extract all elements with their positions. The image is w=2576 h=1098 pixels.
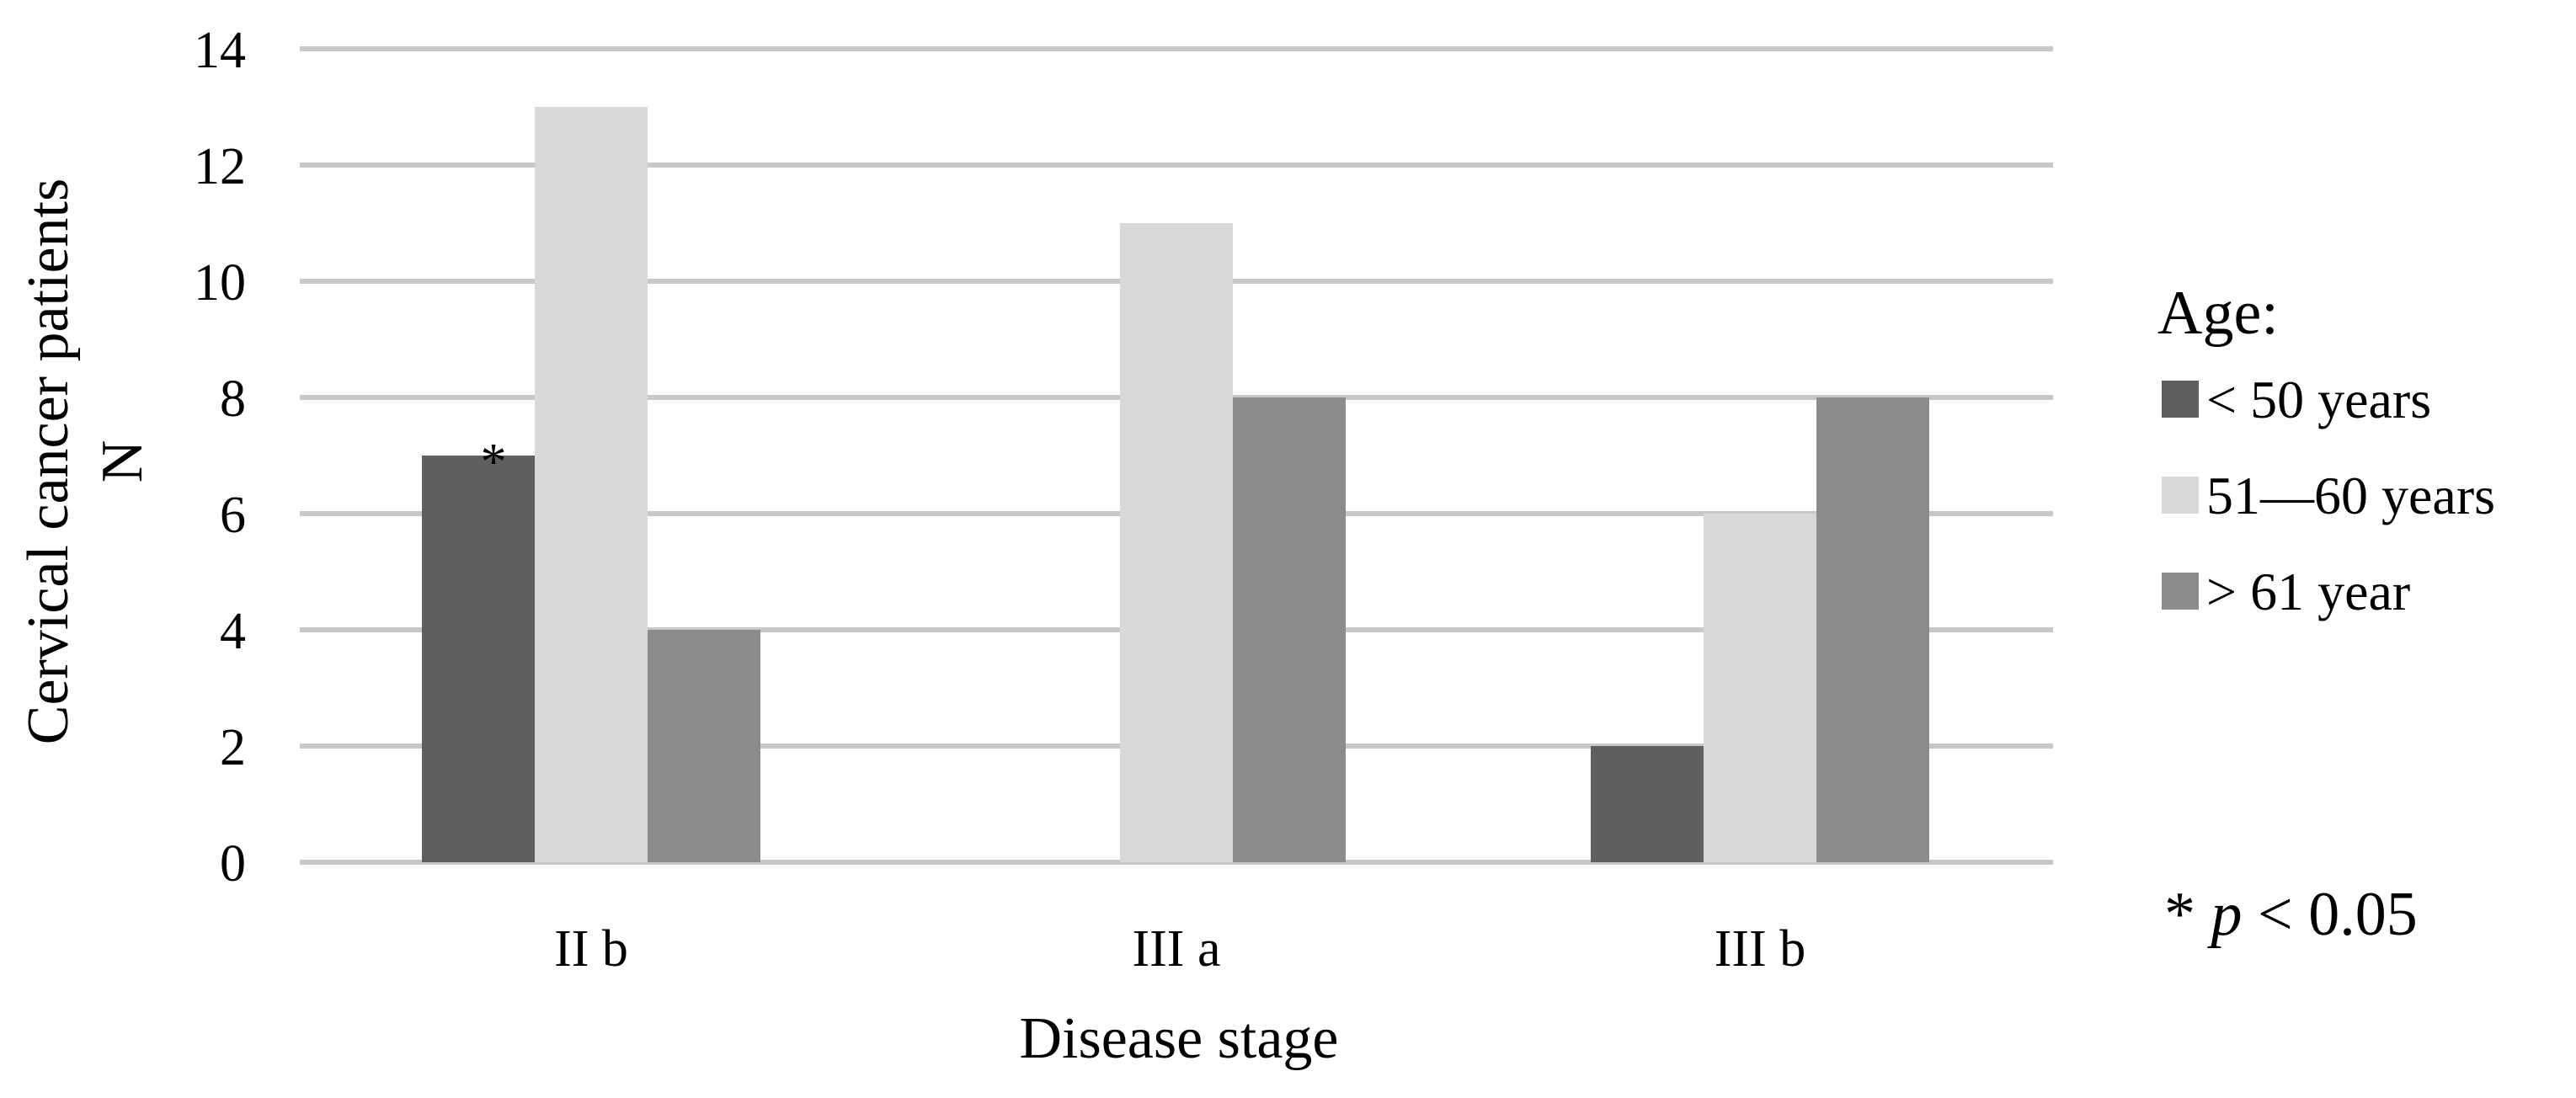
x-tick-label-3: III b [1715, 920, 1805, 978]
note-p-symbol: p [2207, 880, 2243, 949]
significance-note: * p < 0.05 [2164, 880, 2418, 949]
bar-1-series-1 [422, 456, 535, 862]
y-tick-label-4: 4 [220, 603, 246, 660]
bar-3-series-2 [1704, 514, 1816, 862]
y-tick-label-14: 14 [194, 22, 246, 79]
bars [422, 107, 1929, 862]
annotations: * [481, 434, 507, 491]
y-tick-label-2: 2 [220, 719, 246, 776]
y-tick-label-10: 10 [194, 254, 246, 312]
bar-2-series-2 [1120, 223, 1233, 862]
note-threshold: < 0.05 [2243, 880, 2418, 949]
bar-1-series-2 [535, 107, 648, 862]
y-axis-ticks: 0 2 4 6 8 10 12 14 [194, 22, 246, 893]
legend-label-2: 51—60 years [2206, 466, 2495, 525]
x-tick-label-2: III a [1133, 920, 1221, 978]
y-tick-label-8: 8 [220, 370, 246, 428]
legend: Age: < 50 years 51—60 years > 61 year [2157, 279, 2495, 621]
legend-label-3: > 61 year [2206, 562, 2410, 621]
bar-1-series-3 [648, 630, 760, 862]
y-tick-label-12: 12 [194, 138, 246, 195]
legend-swatch-1 [2162, 381, 2199, 418]
x-axis-title: Disease stage [1019, 1006, 1338, 1071]
legend-swatch-2 [2162, 477, 2199, 514]
significance-marker-1: * [481, 434, 507, 491]
legend-items: < 50 years 51—60 years > 61 year [2162, 370, 2495, 621]
x-axis-ticks: II b III a III b [554, 920, 1805, 978]
y-tick-label-0: 0 [220, 835, 246, 893]
bar-3-series-3 [1816, 397, 1929, 862]
legend-title: Age: [2157, 279, 2279, 348]
legend-swatch-3 [2162, 573, 2199, 610]
note-prefix: * [2164, 880, 2211, 949]
y-axis-title-line2: N [90, 440, 155, 483]
y-axis-title-line1: Cervical cancer patients [16, 179, 81, 744]
bar-2-series-3 [1233, 397, 1346, 862]
legend-label-1: < 50 years [2206, 370, 2431, 429]
y-tick-label-6: 6 [220, 487, 246, 544]
bar-3-series-1 [1591, 746, 1704, 862]
x-tick-label-1: II b [554, 920, 628, 978]
